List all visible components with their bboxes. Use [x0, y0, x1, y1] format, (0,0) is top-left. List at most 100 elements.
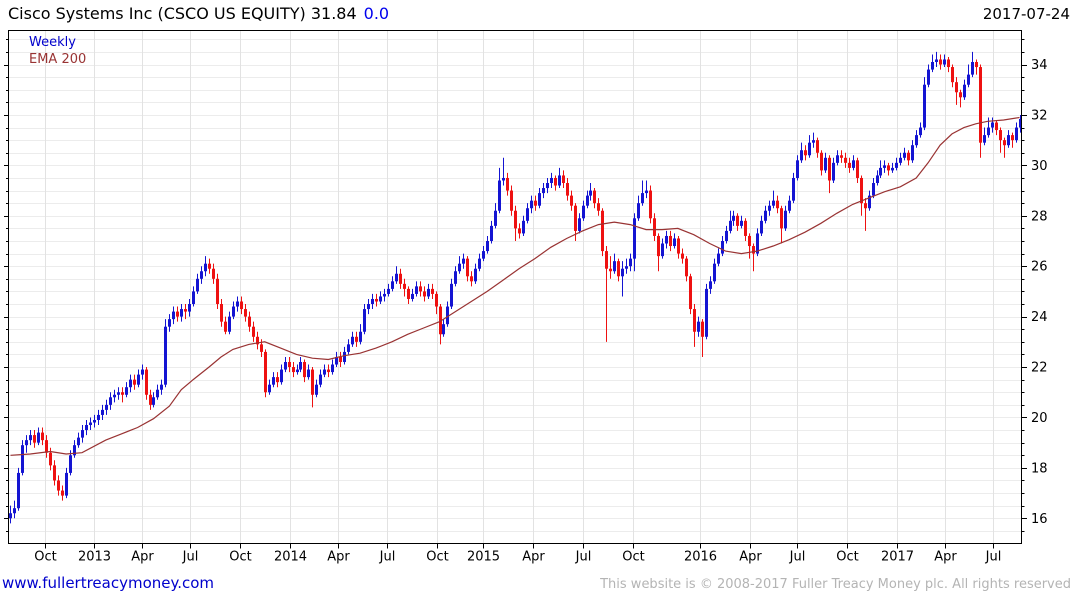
candle-body: [558, 175, 561, 186]
candle-body: [216, 278, 219, 305]
candle-body: [288, 361, 291, 368]
candle-body: [85, 425, 88, 431]
candle-body: [204, 263, 207, 272]
candle-body: [923, 84, 926, 128]
candle-body: [359, 331, 362, 342]
candle-body: [184, 309, 187, 312]
candle-body: [697, 321, 700, 332]
candle-body: [415, 286, 418, 294]
y-axis-label: 34: [1031, 58, 1048, 73]
website-link[interactable]: www.fullertreacymoney.com: [2, 574, 215, 592]
candle-body: [57, 480, 60, 491]
candle-body: [876, 175, 879, 184]
candle-body: [792, 177, 795, 201]
candle-body: [669, 235, 672, 247]
candle-body: [836, 155, 839, 163]
candle-body: [399, 273, 402, 284]
ema-200-line: [10, 116, 1020, 456]
candle-body: [848, 162, 851, 168]
candle-body: [919, 127, 922, 136]
candle-body: [860, 177, 863, 204]
x-axis-label: 2015: [467, 550, 500, 565]
x-axis-label: 2017: [881, 550, 914, 565]
candle-body: [232, 306, 235, 317]
candle-body: [709, 281, 712, 289]
candle-body: [387, 288, 390, 294]
candle-body: [510, 190, 513, 211]
candle-body: [423, 291, 426, 297]
candle-body: [395, 273, 398, 282]
candle-body: [653, 218, 656, 236]
x-axis-label: Apr: [522, 550, 545, 565]
candle-body: [383, 293, 386, 297]
candle-body: [816, 140, 819, 153]
candle-body: [593, 190, 596, 204]
candle-body: [25, 440, 28, 446]
candle-body: [518, 228, 521, 234]
y-axis-label: 22: [1031, 361, 1048, 376]
candle-body: [661, 243, 664, 257]
candle-body: [895, 162, 898, 168]
candle-body: [729, 220, 732, 231]
candle-body: [621, 268, 624, 277]
candle-body: [256, 336, 259, 345]
candle-body: [959, 92, 962, 98]
candle-body: [391, 281, 394, 289]
candle-body: [292, 367, 295, 373]
candle-body: [542, 188, 545, 194]
candle-body: [482, 251, 485, 259]
x-axis-label: Apr: [131, 550, 154, 565]
candle-body: [220, 304, 223, 322]
candle-body: [903, 152, 906, 158]
candle-body: [212, 268, 215, 279]
candle-body: [117, 392, 120, 395]
candle-body: [852, 160, 855, 168]
candle-body: [307, 369, 310, 378]
candle-body: [879, 167, 882, 176]
candle-body: [752, 246, 755, 254]
candle-body: [164, 326, 167, 385]
candle-body: [832, 162, 835, 181]
candle-body: [566, 183, 569, 196]
candle-body: [772, 200, 775, 206]
candle-body: [331, 364, 334, 373]
candle-body: [236, 301, 239, 307]
candle-body: [121, 392, 124, 395]
candle-body: [677, 238, 680, 254]
candle-body: [689, 276, 692, 310]
candle-body: [641, 193, 644, 204]
candle-body: [756, 233, 759, 254]
candle-body: [582, 205, 585, 219]
candle-body: [29, 435, 32, 441]
candle-body: [45, 440, 48, 453]
candle-body: [732, 215, 735, 221]
candle-body: [450, 283, 453, 307]
candle-body: [597, 203, 600, 211]
candle-body: [355, 336, 358, 342]
candle-body: [931, 62, 934, 70]
candle-body: [296, 369, 299, 373]
candle-body: [911, 145, 914, 161]
candle-body: [1011, 135, 1014, 141]
candle-body: [649, 190, 652, 219]
candle-body: [180, 309, 183, 317]
candle-body: [498, 180, 501, 211]
candle-body: [327, 369, 330, 373]
candle-body: [963, 84, 966, 98]
candle-body: [673, 238, 676, 247]
candle-body: [554, 177, 557, 186]
candle-body: [947, 59, 950, 68]
price-change: 0.0: [363, 4, 390, 23]
candle-body: [736, 215, 739, 226]
candle-body: [864, 203, 867, 209]
y-axis-label: 24: [1031, 310, 1048, 325]
x-axis-label: Jul: [575, 550, 592, 565]
candle-body: [335, 356, 338, 365]
legend-ema-200: EMA 200: [29, 52, 87, 67]
legend-timeframe: Weekly: [29, 35, 76, 50]
candle-body: [343, 351, 346, 362]
candle-body: [363, 309, 366, 332]
candle-body: [323, 369, 326, 375]
y-axis-label: 26: [1031, 260, 1048, 275]
candle-body: [645, 190, 648, 194]
